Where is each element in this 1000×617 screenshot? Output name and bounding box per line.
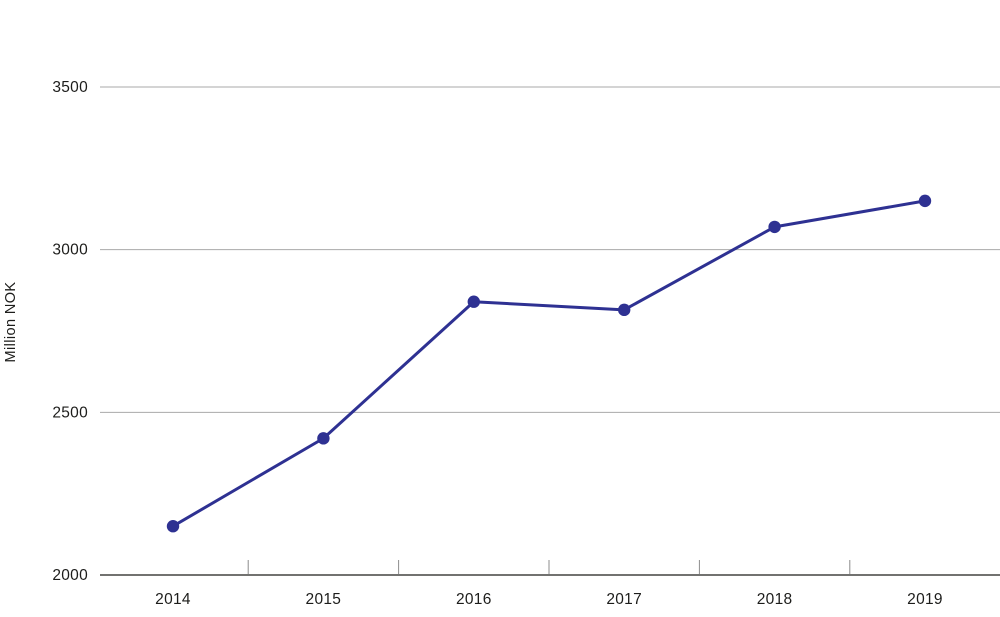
x-tick-label: 2018 [757,591,793,608]
data-line [171,199,927,528]
x-tick-label: 2014 [155,591,191,608]
data-point [166,520,180,533]
x-tick-label: 2019 [907,591,943,608]
data-point [918,194,932,208]
x-tick-label: 2015 [306,591,342,608]
x-tick-label: 2016 [456,591,492,608]
data-point [317,432,330,445]
y-tick-label: 3000 [52,242,88,259]
data-point [467,295,480,308]
data-point [768,220,781,234]
x-tick-label: 2017 [606,591,642,608]
y-tick-label: 2000 [52,567,88,584]
y-tick-label: 3500 [52,79,88,96]
y-tick-label: 2500 [52,404,88,421]
data-point [618,303,631,317]
